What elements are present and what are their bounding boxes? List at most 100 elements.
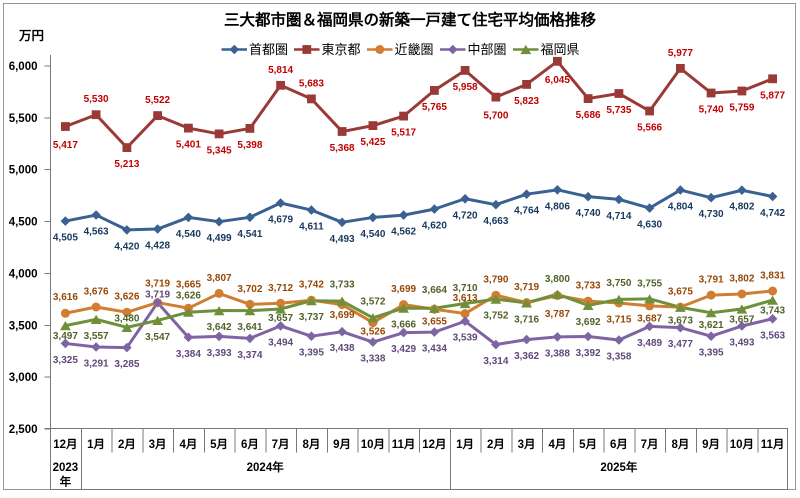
svg-text:1月: 1月 (456, 438, 474, 451)
svg-text:4,663: 4,663 (483, 216, 508, 227)
svg-text:10月: 10月 (361, 438, 385, 451)
svg-text:7月: 7月 (641, 438, 659, 451)
svg-text:4,730: 4,730 (699, 209, 724, 220)
svg-text:2月: 2月 (118, 438, 136, 451)
svg-text:3,790: 3,790 (483, 275, 508, 286)
svg-text:3,563: 3,563 (760, 330, 785, 341)
svg-text:3,750: 3,750 (606, 278, 631, 289)
svg-text:2月: 2月 (487, 438, 505, 451)
svg-text:4,630: 4,630 (637, 220, 662, 231)
svg-text:5月: 5月 (579, 438, 597, 451)
svg-text:3,787: 3,787 (545, 309, 570, 320)
svg-text:3,716: 3,716 (514, 314, 539, 325)
svg-text:5,530: 5,530 (84, 94, 109, 105)
svg-text:3,500: 3,500 (9, 320, 38, 332)
svg-text:3,742: 3,742 (299, 280, 324, 291)
svg-text:4,714: 4,714 (606, 211, 631, 222)
svg-text:5,700: 5,700 (483, 111, 508, 122)
svg-text:4,740: 4,740 (576, 208, 601, 219)
svg-text:6月: 6月 (610, 438, 628, 451)
svg-text:10月: 10月 (730, 438, 754, 451)
svg-text:4月: 4月 (179, 438, 197, 451)
svg-text:3,676: 3,676 (84, 287, 109, 298)
svg-text:4,611: 4,611 (299, 222, 324, 233)
svg-text:5,522: 5,522 (145, 95, 170, 106)
svg-text:3,526: 3,526 (360, 327, 385, 338)
svg-text:12月: 12月 (422, 438, 446, 451)
svg-text:5,823: 5,823 (514, 96, 539, 107)
svg-text:4,720: 4,720 (453, 210, 478, 221)
svg-text:3,719: 3,719 (145, 279, 170, 290)
svg-text:3,807: 3,807 (207, 273, 232, 284)
svg-text:3,712: 3,712 (268, 283, 293, 294)
svg-text:9月: 9月 (702, 438, 720, 451)
svg-text:5月: 5月 (210, 438, 228, 451)
svg-text:5,686: 5,686 (576, 110, 601, 121)
svg-text:3,434: 3,434 (422, 344, 447, 355)
svg-text:3,438: 3,438 (330, 343, 355, 354)
svg-text:5,000: 5,000 (9, 165, 38, 177)
svg-text:3,641: 3,641 (237, 322, 262, 333)
svg-text:5,740: 5,740 (699, 105, 724, 116)
svg-text:3,791: 3,791 (699, 275, 724, 286)
svg-text:3,715: 3,715 (606, 315, 631, 326)
svg-text:3,616: 3,616 (53, 292, 78, 303)
svg-text:4,679: 4,679 (268, 215, 293, 226)
svg-text:3,655: 3,655 (422, 317, 447, 328)
svg-text:3,489: 3,489 (637, 338, 662, 349)
svg-text:3,657: 3,657 (729, 315, 754, 326)
svg-text:3,392: 3,392 (576, 348, 601, 359)
svg-text:4,505: 4,505 (53, 233, 78, 244)
svg-text:福岡県: 福岡県 (541, 42, 580, 57)
svg-text:4,562: 4,562 (391, 227, 416, 238)
svg-text:5,417: 5,417 (53, 140, 78, 151)
svg-text:3,719: 3,719 (145, 290, 170, 301)
svg-text:3,702: 3,702 (237, 284, 262, 295)
svg-text:4,806: 4,806 (545, 201, 570, 212)
svg-text:3,755: 3,755 (637, 278, 662, 289)
svg-text:首都圏: 首都圏 (249, 42, 288, 57)
svg-text:7月: 7月 (272, 438, 290, 451)
svg-text:3,285: 3,285 (114, 359, 139, 370)
svg-text:三大都市圏＆福岡県の新築一戸建て住宅平均価格推移: 三大都市圏＆福岡県の新築一戸建て住宅平均価格推移 (224, 10, 597, 29)
svg-text:5,401: 5,401 (176, 140, 201, 151)
svg-text:1月: 1月 (87, 438, 105, 451)
svg-text:3,621: 3,621 (699, 320, 724, 331)
svg-text:3,493: 3,493 (729, 338, 754, 349)
svg-text:3,539: 3,539 (453, 333, 478, 344)
svg-text:3,572: 3,572 (360, 296, 385, 307)
svg-text:5,759: 5,759 (729, 103, 754, 114)
svg-text:5,517: 5,517 (391, 128, 416, 139)
svg-text:万円: 万円 (18, 29, 44, 43)
svg-text:3,831: 3,831 (760, 271, 785, 282)
svg-text:3,613: 3,613 (453, 293, 478, 304)
svg-text:3,733: 3,733 (330, 280, 355, 291)
svg-text:3,666: 3,666 (391, 320, 416, 331)
svg-text:5,765: 5,765 (422, 102, 447, 113)
svg-text:4,493: 4,493 (330, 234, 355, 245)
svg-text:3,664: 3,664 (422, 285, 447, 296)
svg-text:3,687: 3,687 (637, 313, 662, 324)
svg-text:3,338: 3,338 (360, 354, 385, 365)
svg-text:11月: 11月 (392, 438, 416, 451)
svg-text:5,425: 5,425 (360, 137, 385, 148)
svg-text:年: 年 (60, 475, 72, 489)
svg-text:4,000: 4,000 (9, 268, 38, 280)
svg-text:3,314: 3,314 (483, 356, 508, 367)
svg-text:4,428: 4,428 (145, 241, 170, 252)
svg-text:3,494: 3,494 (268, 337, 293, 348)
svg-text:11月: 11月 (761, 438, 785, 451)
svg-text:8月: 8月 (302, 438, 320, 451)
svg-text:2024年: 2024年 (247, 460, 285, 474)
svg-text:3,395: 3,395 (699, 348, 724, 359)
svg-text:3月: 3月 (518, 438, 536, 451)
svg-text:2,500: 2,500 (9, 424, 38, 436)
svg-text:3,719: 3,719 (514, 282, 539, 293)
svg-text:6,000: 6,000 (9, 61, 38, 73)
svg-text:4,804: 4,804 (668, 202, 693, 213)
svg-text:5,958: 5,958 (453, 82, 478, 93)
svg-text:3,626: 3,626 (114, 292, 139, 303)
svg-text:4,541: 4,541 (237, 229, 262, 240)
svg-text:4,420: 4,420 (114, 241, 139, 252)
svg-text:4月: 4月 (548, 438, 566, 451)
